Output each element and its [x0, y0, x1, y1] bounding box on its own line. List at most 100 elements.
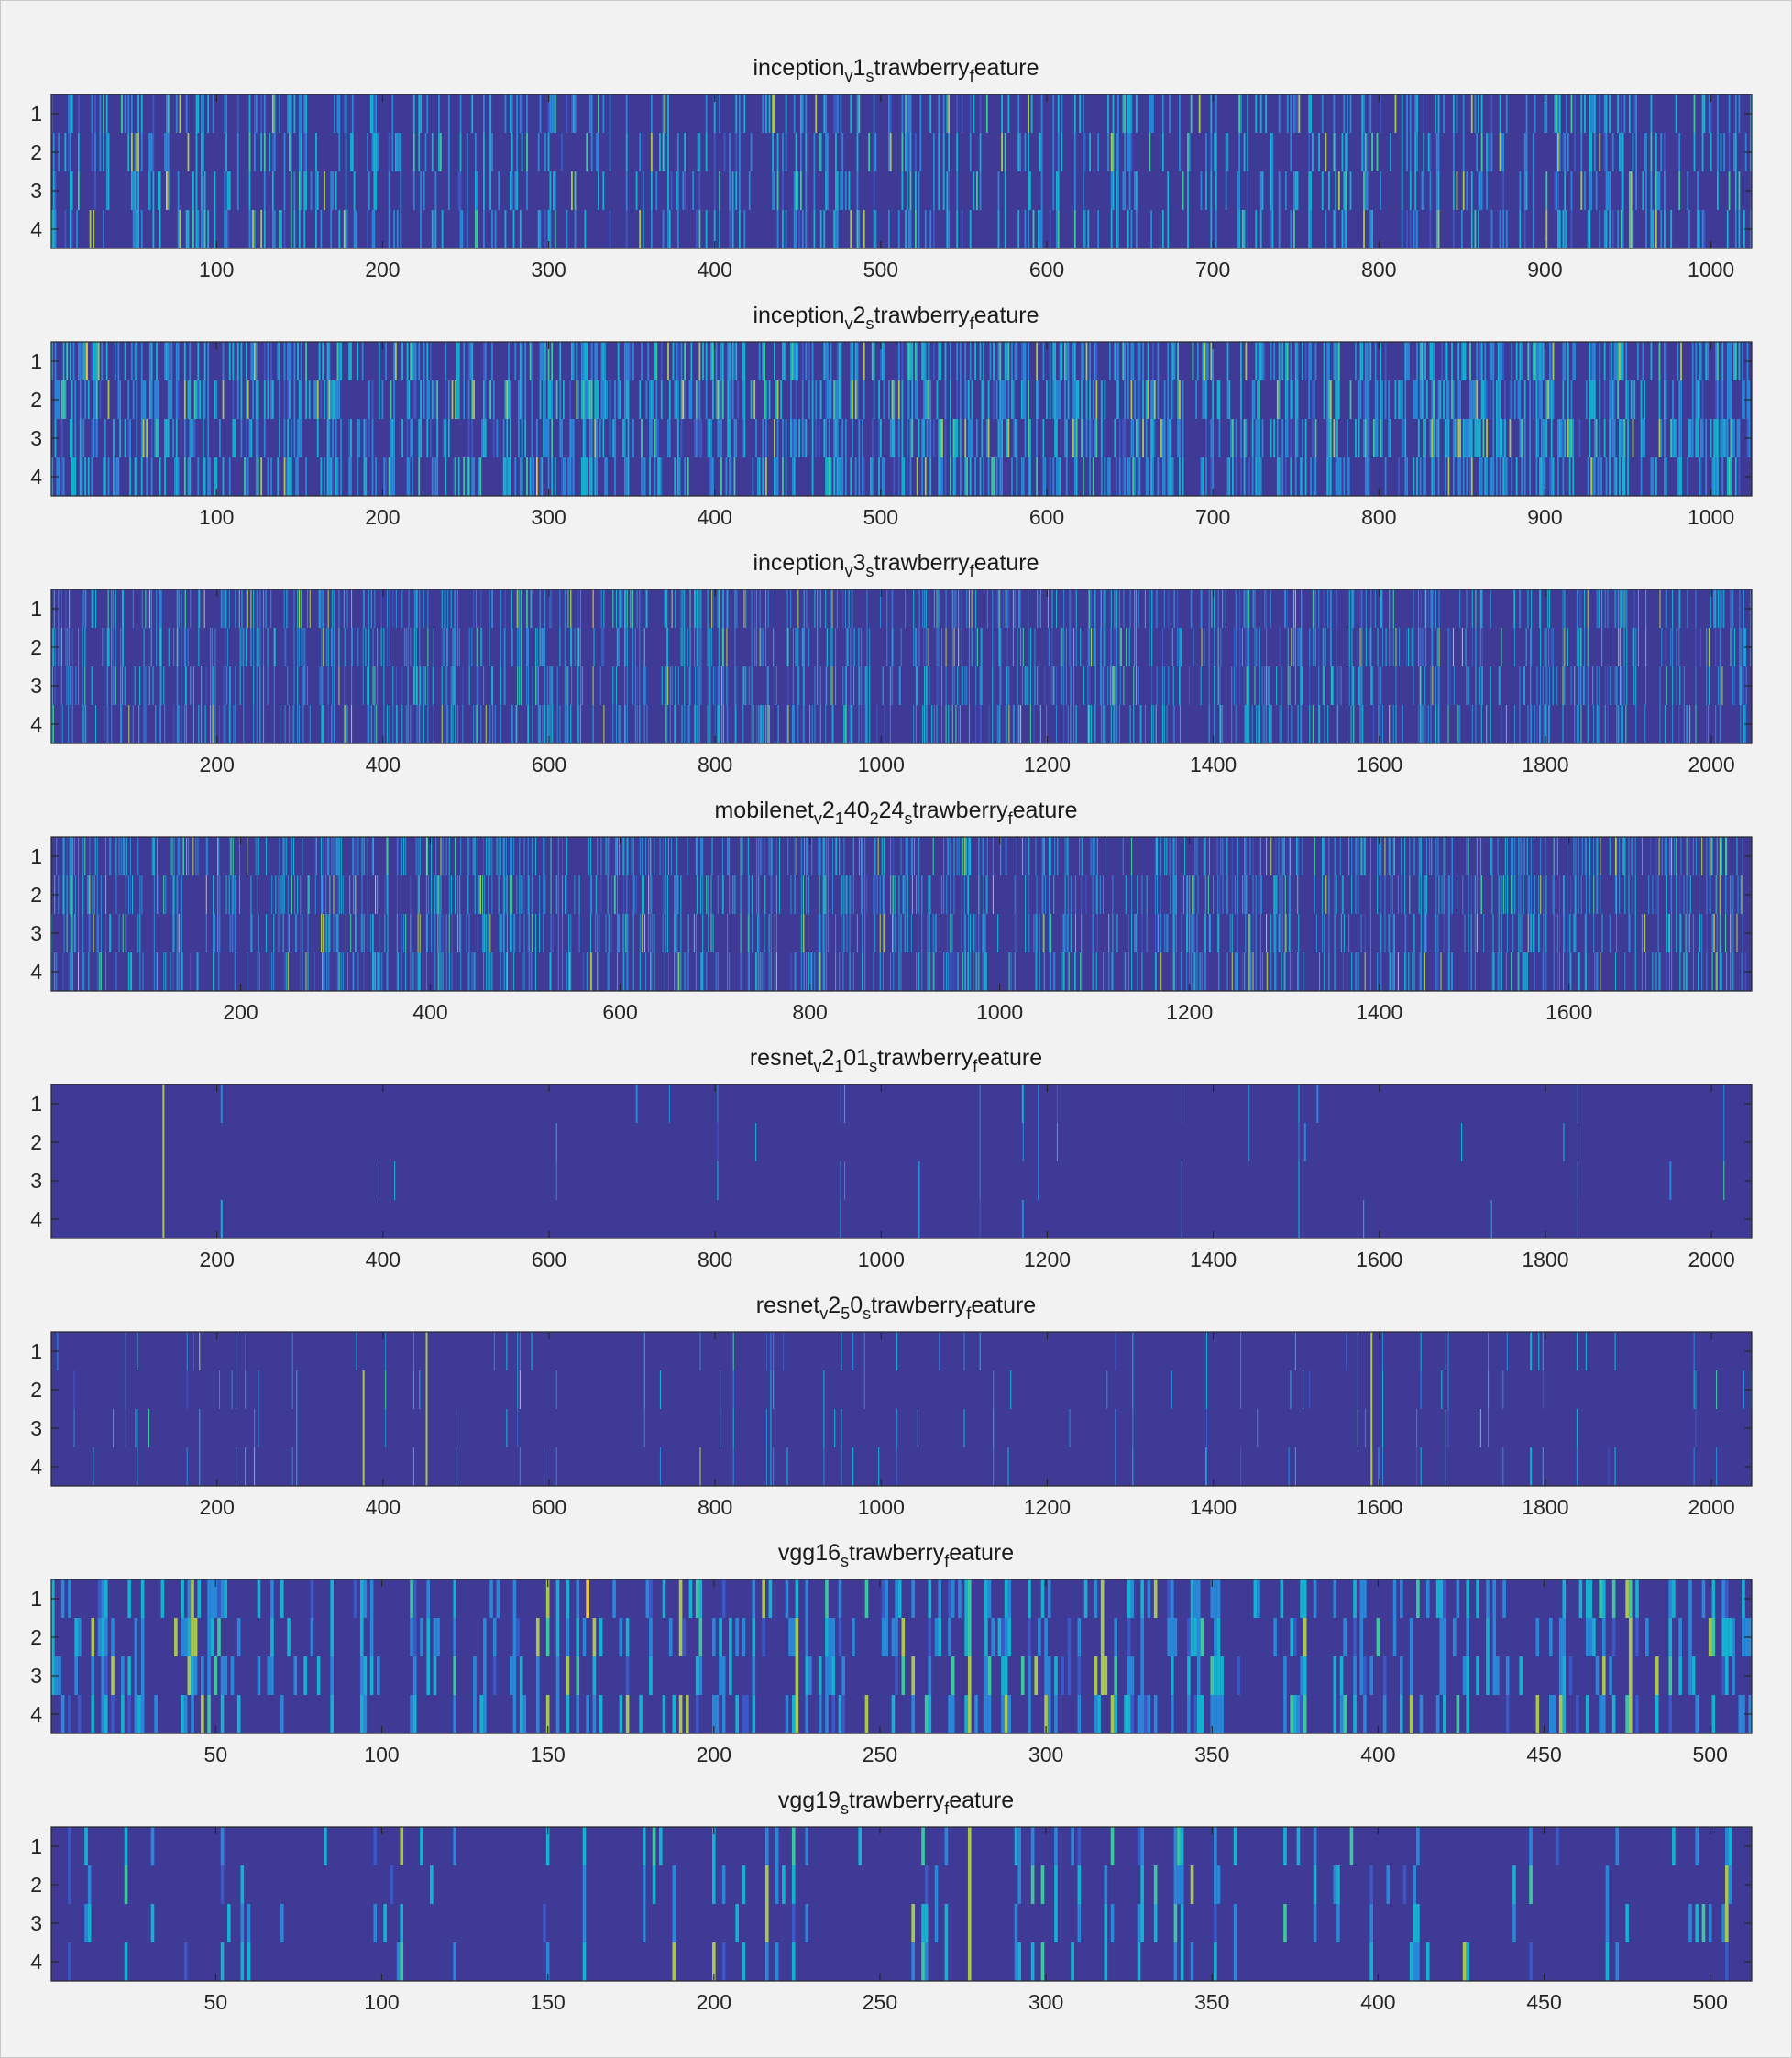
heatmap-cell	[1329, 419, 1332, 457]
heatmap-cell	[343, 589, 345, 628]
heatmap-cell	[1132, 457, 1135, 496]
heatmap-cell	[1547, 380, 1549, 419]
heatmap-cell	[69, 628, 71, 666]
heatmap-cell	[657, 419, 660, 457]
heatmap-cell	[901, 342, 904, 380]
heatmap-cell	[1452, 380, 1455, 419]
heatmap-cell	[561, 133, 563, 171]
heatmap-cell	[1462, 171, 1465, 210]
heatmap-cell	[217, 837, 219, 875]
heatmap-cell	[547, 380, 550, 419]
heatmap-cell	[622, 419, 624, 457]
heatmap-cell	[515, 705, 517, 743]
heatmap-cell	[761, 628, 763, 666]
heatmap-cell	[1187, 133, 1189, 171]
heatmap-cell	[767, 705, 769, 743]
heatmap-cell	[531, 457, 533, 496]
heatmap-cell	[891, 419, 894, 457]
heatmap-cell	[66, 837, 68, 875]
heatmap-cell	[1390, 419, 1391, 457]
heatmap-cell	[148, 133, 149, 171]
heatmap-cell	[1300, 705, 1302, 743]
heatmap-cell	[280, 210, 282, 248]
heatmap-cell	[1614, 589, 1616, 628]
heatmap-cell	[1102, 705, 1104, 743]
heatmap-cell	[1073, 133, 1076, 171]
heatmap-cell	[97, 914, 99, 952]
heatmap-cell	[971, 380, 973, 419]
heatmap-cell	[1593, 342, 1596, 380]
heatmap-cell	[549, 666, 551, 705]
heatmap-cell	[185, 705, 187, 743]
heatmap-cell	[1139, 705, 1141, 743]
heatmap-cell	[755, 705, 758, 743]
heatmap-cell	[1476, 342, 1479, 380]
heatmap-cell	[211, 705, 213, 743]
heatmap-cell	[783, 342, 786, 380]
heatmap-cell	[474, 133, 477, 171]
title-fragment: 40	[843, 798, 870, 823]
heatmap-cell	[1650, 342, 1653, 380]
heatmap-cell	[1052, 94, 1055, 133]
heatmap-cell	[694, 666, 697, 705]
heatmap-cell	[428, 380, 431, 419]
heatmap-cell	[792, 705, 794, 743]
heatmap-cell	[805, 342, 808, 380]
heatmap-cell	[1294, 589, 1296, 628]
heatmap-cell	[73, 837, 75, 875]
heatmap-cell	[1527, 589, 1529, 628]
heatmap-cell	[933, 705, 935, 743]
heatmap-cell	[300, 952, 302, 991]
heatmap-cell	[234, 875, 236, 914]
heatmap-cell	[826, 666, 828, 705]
heatmap-cell	[124, 94, 126, 133]
heatmap-cell	[303, 171, 306, 210]
heatmap-cell	[897, 380, 900, 419]
y-tick-label: 4	[30, 712, 42, 736]
heatmap-cell	[349, 875, 351, 914]
heatmap-cell	[156, 380, 158, 419]
heatmap-cell	[1329, 457, 1332, 496]
heatmap-cell	[1053, 666, 1055, 705]
heatmap-cell	[137, 133, 140, 171]
heatmap-cell	[1548, 666, 1551, 705]
heatmap-cell	[1519, 210, 1522, 248]
heatmap-cell	[1597, 457, 1600, 496]
heatmap-cell	[758, 342, 761, 380]
heatmap-cell	[424, 666, 426, 705]
heatmap-cell	[1130, 380, 1133, 419]
heatmap-cell	[129, 419, 131, 457]
heatmap-cell	[577, 666, 579, 705]
heatmap-cell	[1145, 380, 1148, 419]
heatmap-cell	[305, 133, 307, 171]
heatmap-cell	[1130, 133, 1133, 171]
heatmap-cell	[1152, 419, 1154, 457]
heatmap-cell	[1732, 589, 1734, 628]
heatmap-cell	[1346, 94, 1348, 133]
heatmap-cell	[1628, 94, 1631, 133]
heatmap-cell	[1036, 342, 1039, 380]
heatmap-cell	[66, 342, 69, 380]
heatmap-cell	[1705, 457, 1708, 496]
heatmap-cell	[288, 914, 290, 952]
heatmap-cell	[1408, 628, 1410, 666]
heatmap-cell	[987, 419, 990, 457]
heatmap-cell	[926, 705, 928, 743]
heatmap-cell	[1290, 342, 1292, 380]
heatmap-cell	[1082, 457, 1084, 496]
heatmap-cell	[1355, 342, 1357, 380]
heatmap-cell	[423, 380, 425, 419]
heatmap-cell	[1318, 628, 1320, 666]
heatmap-cell	[107, 457, 110, 496]
heatmap-cell	[705, 380, 708, 419]
heatmap-cell	[420, 94, 422, 133]
heatmap-cell	[279, 94, 280, 133]
heatmap-cell	[457, 457, 460, 496]
heatmap-cell	[1721, 380, 1724, 419]
heatmap-cell	[1117, 210, 1119, 248]
heatmap-cell	[1257, 380, 1259, 419]
heatmap-cell	[1313, 380, 1315, 419]
heatmap-cell	[350, 589, 353, 628]
heatmap-cell	[992, 628, 994, 666]
heatmap-cell	[353, 952, 355, 991]
